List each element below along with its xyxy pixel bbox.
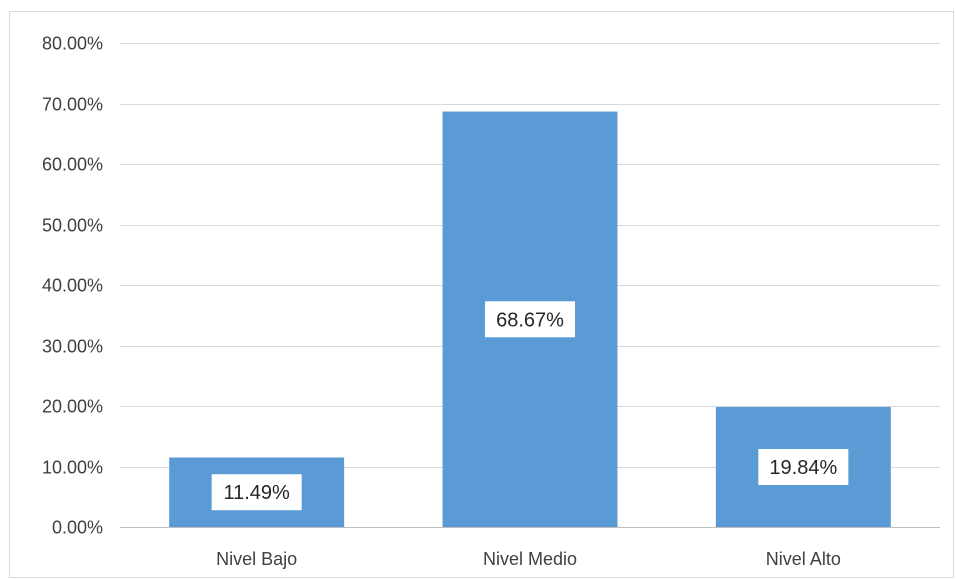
y-tick-label: 0.00% xyxy=(52,518,103,538)
data-label-box xyxy=(485,301,575,338)
data-label-box xyxy=(211,474,302,511)
x-axis-tick-labels: Nivel Bajo Nivel Medio Nivel Alto xyxy=(216,549,841,569)
y-tick-label: 80.00% xyxy=(42,34,103,54)
data-label: 11.49% xyxy=(211,474,302,511)
x-tick-label: Nivel Alto xyxy=(766,549,841,569)
data-label: 19.84% xyxy=(758,448,849,485)
data-label-text: 11.49% xyxy=(223,482,290,504)
data-label: 68.67% xyxy=(485,301,575,338)
data-label-text: 68.67% xyxy=(496,309,564,331)
y-tick-label: 60.00% xyxy=(42,155,103,175)
y-tick-label: 70.00% xyxy=(42,95,103,115)
y-tick-label: 50.00% xyxy=(42,216,103,236)
y-tick-label: 30.00% xyxy=(42,337,103,357)
y-tick-label: 20.00% xyxy=(42,397,103,417)
x-tick-label: Nivel Medio xyxy=(483,549,577,569)
bars xyxy=(169,111,891,527)
data-label-box xyxy=(758,448,849,485)
x-tick-label: Nivel Bajo xyxy=(216,549,297,569)
data-label-text: 19.84% xyxy=(769,457,837,479)
data-labels: 11.49% 68.67% 19.84% xyxy=(211,301,849,511)
y-tick-label: 40.00% xyxy=(42,276,103,296)
y-axis-tick-labels: 0.00% 10.00% 20.00% 30.00% 40.00% 50.00% 60.00… xyxy=(42,34,103,538)
y-tick-label: 10.00% xyxy=(42,458,103,478)
